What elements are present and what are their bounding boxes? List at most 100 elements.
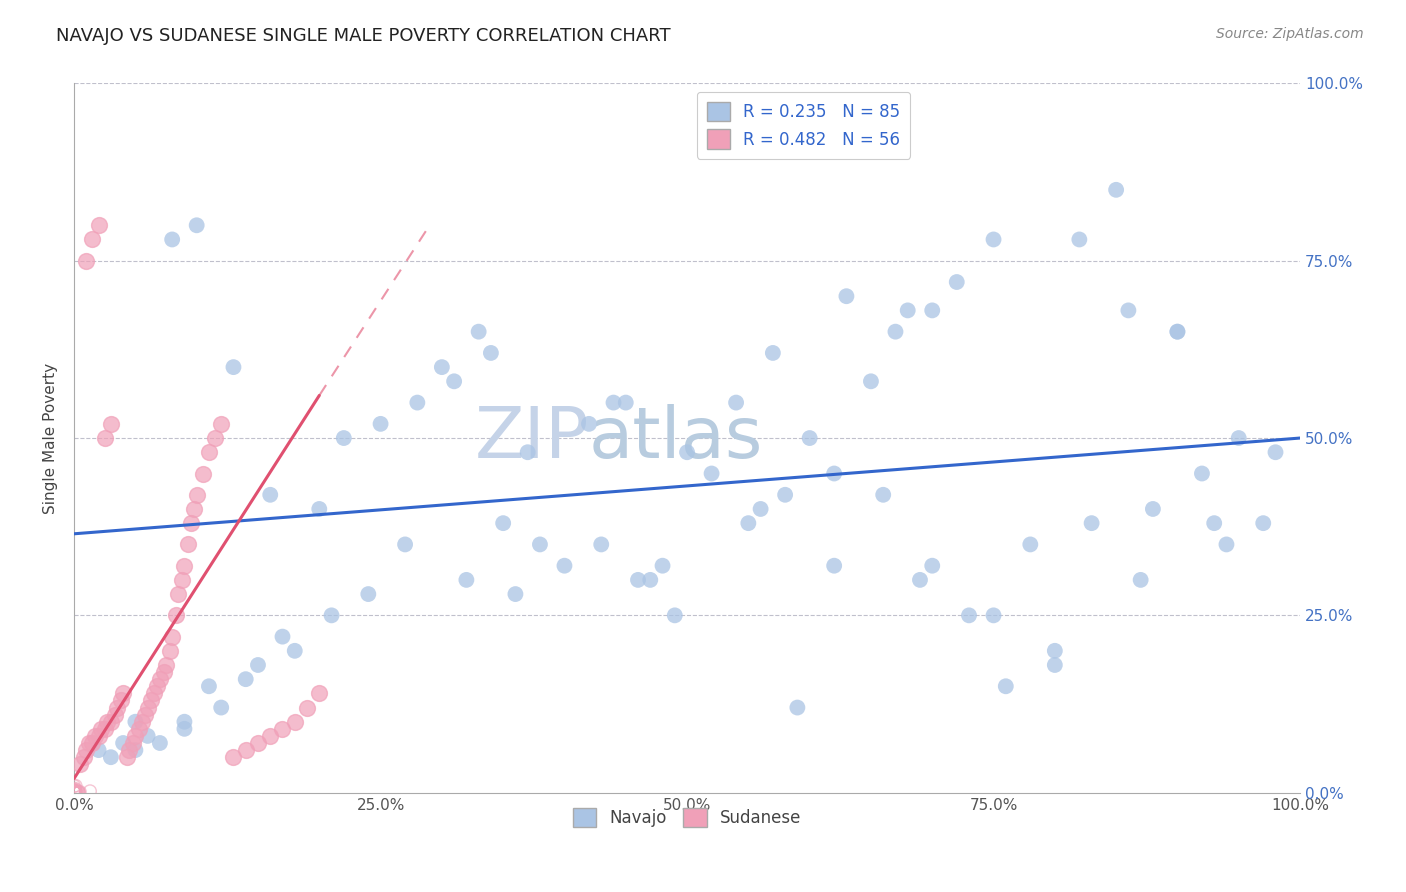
- Point: [456, 573, 478, 587]
- Point: [65, 779, 87, 793]
- Point: [65, 786, 87, 800]
- Point: [259, 729, 281, 743]
- Point: [627, 573, 650, 587]
- Point: [198, 679, 221, 693]
- Point: [173, 722, 195, 736]
- Point: [63, 785, 86, 799]
- Point: [430, 360, 453, 375]
- Point: [112, 736, 135, 750]
- Point: [69, 757, 91, 772]
- Point: [1215, 537, 1237, 551]
- Point: [1204, 516, 1226, 530]
- Y-axis label: Single Male Poverty: Single Male Poverty: [44, 362, 58, 514]
- Point: [136, 729, 159, 743]
- Point: [516, 445, 538, 459]
- Point: [124, 743, 146, 757]
- Point: [90, 722, 112, 736]
- Point: [614, 395, 637, 409]
- Point: [63, 784, 86, 798]
- Point: [159, 644, 181, 658]
- Point: [443, 374, 465, 388]
- Point: [84, 729, 107, 743]
- Point: [246, 736, 269, 750]
- Point: [271, 722, 294, 736]
- Point: [67, 786, 90, 800]
- Point: [63, 783, 86, 797]
- Point: [87, 219, 110, 233]
- Point: [908, 573, 931, 587]
- Point: [602, 395, 624, 409]
- Point: [73, 750, 96, 764]
- Point: [160, 630, 183, 644]
- Point: [65, 782, 87, 797]
- Point: [152, 665, 174, 679]
- Point: [204, 431, 226, 445]
- Point: [63, 786, 86, 800]
- Point: [93, 431, 115, 445]
- Point: [170, 573, 193, 587]
- Legend: Navajo, Sudanese: Navajo, Sudanese: [567, 801, 808, 834]
- Point: [167, 587, 190, 601]
- Point: [160, 232, 183, 246]
- Point: [553, 558, 575, 573]
- Point: [921, 558, 943, 573]
- Point: [725, 395, 748, 409]
- Point: [173, 714, 195, 729]
- Text: NAVAJO VS SUDANESE SINGLE MALE POVERTY CORRELATION CHART: NAVAJO VS SUDANESE SINGLE MALE POVERTY C…: [56, 27, 671, 45]
- Point: [222, 360, 245, 375]
- Point: [66, 785, 89, 799]
- Point: [1166, 325, 1188, 339]
- Point: [105, 700, 128, 714]
- Point: [1191, 467, 1213, 481]
- Point: [173, 558, 195, 573]
- Point: [124, 729, 146, 743]
- Point: [124, 714, 146, 729]
- Point: [65, 784, 87, 798]
- Point: [146, 679, 169, 693]
- Point: [823, 467, 845, 481]
- Point: [1166, 325, 1188, 339]
- Point: [235, 672, 257, 686]
- Point: [591, 537, 613, 551]
- Point: [65, 785, 87, 799]
- Point: [370, 417, 392, 431]
- Point: [529, 537, 551, 551]
- Point: [957, 608, 980, 623]
- Point: [651, 558, 673, 573]
- Point: [284, 714, 307, 729]
- Point: [122, 736, 145, 750]
- Point: [134, 707, 156, 722]
- Point: [180, 516, 202, 530]
- Point: [333, 431, 356, 445]
- Point: [191, 467, 214, 481]
- Point: [65, 785, 87, 799]
- Point: [1142, 502, 1164, 516]
- Text: ZIP: ZIP: [474, 403, 589, 473]
- Point: [945, 275, 967, 289]
- Point: [897, 303, 920, 318]
- Point: [63, 785, 86, 799]
- Point: [165, 608, 187, 623]
- Point: [155, 658, 177, 673]
- Point: [115, 750, 138, 764]
- Point: [394, 537, 416, 551]
- Point: [82, 736, 104, 750]
- Point: [284, 644, 307, 658]
- Point: [1227, 431, 1250, 445]
- Point: [1043, 644, 1066, 658]
- Point: [1129, 573, 1152, 587]
- Point: [578, 417, 600, 431]
- Point: [1118, 303, 1140, 318]
- Point: [67, 784, 90, 798]
- Point: [786, 700, 808, 714]
- Point: [492, 516, 515, 530]
- Point: [177, 537, 200, 551]
- Point: [308, 502, 330, 516]
- Point: [994, 679, 1017, 693]
- Point: [246, 658, 269, 673]
- Point: [67, 786, 90, 800]
- Point: [467, 325, 489, 339]
- Point: [100, 750, 122, 764]
- Point: [835, 289, 858, 303]
- Point: [1105, 183, 1128, 197]
